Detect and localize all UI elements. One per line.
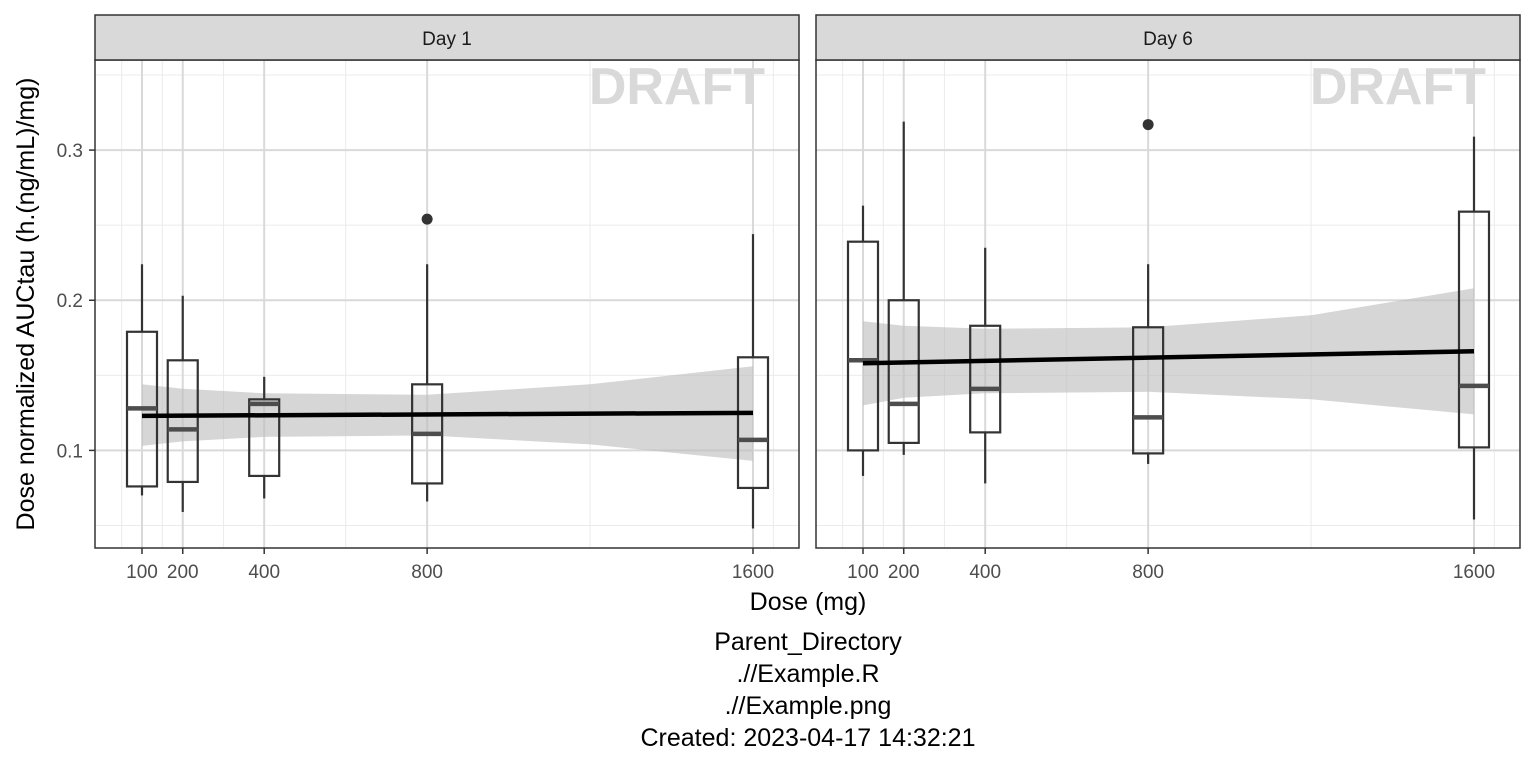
box-dose-1600 xyxy=(1457,136,1491,520)
x-tick-label: 200 xyxy=(167,562,199,583)
box-dose-200 xyxy=(166,295,199,512)
outlier-point xyxy=(421,213,433,225)
x-axis-title: Dose (mg) xyxy=(750,588,867,616)
box-dose-800 xyxy=(411,213,444,502)
box-dose-800 xyxy=(1132,119,1165,464)
facet-panel-1: DRAFT Day 1 xyxy=(94,14,800,549)
box-iqr xyxy=(248,398,281,478)
y-tick-label: 0.2 xyxy=(57,291,83,312)
box-iqr xyxy=(846,240,880,452)
box-iqr xyxy=(969,324,1002,434)
x-tick-label: 800 xyxy=(411,562,443,583)
strip-label: Day 6 xyxy=(1143,29,1193,50)
outlier-point xyxy=(1142,119,1154,131)
x-tick-label: 400 xyxy=(248,562,280,583)
x-tick-label: 200 xyxy=(888,562,920,583)
panels-layer: DRAFT Day 1 DRAFT Day 6 xyxy=(94,14,1521,549)
y-axis-title: Dose normalized AUCtau (h.(ng/mL)/mg) xyxy=(12,78,40,531)
box-iqr xyxy=(736,356,770,490)
box-dose-1600 xyxy=(736,234,770,529)
facet-panel-2: DRAFT Day 6 xyxy=(815,14,1521,549)
caption-block: Parent_Directory .//Example.R .//Example… xyxy=(641,628,976,752)
box-dose-100 xyxy=(125,264,159,496)
fit-line xyxy=(862,349,1475,366)
panel-background xyxy=(95,60,799,548)
x-tick-label: 400 xyxy=(969,562,1001,583)
box-iqr xyxy=(1132,326,1165,455)
y-tick-label: 0.3 xyxy=(57,141,83,162)
x-tick-label: 800 xyxy=(1132,562,1164,583)
box-dose-400 xyxy=(248,376,281,499)
x-tick-label: 1600 xyxy=(1453,562,1495,583)
confidence-band xyxy=(863,288,1474,415)
x-tick-label: 100 xyxy=(126,562,158,583)
strip-background xyxy=(94,14,800,61)
fit-line xyxy=(141,410,754,419)
box-dose-400 xyxy=(969,247,1002,484)
box-iqr xyxy=(166,359,199,484)
box-iqr xyxy=(887,299,920,444)
caption-line: .//Example.png xyxy=(725,692,892,720)
box-dose-200 xyxy=(887,121,920,455)
box-iqr xyxy=(1457,210,1491,449)
caption-line: Parent_Directory xyxy=(714,628,902,656)
axes-layer: 100 200 400 800 1600 0.1 0.2 0.3 100 200 400 800 160… xyxy=(57,141,1496,583)
caption-line: Created: 2023-04-17 14:32:21 xyxy=(641,724,976,752)
draft-watermark: DRAFT xyxy=(589,58,765,116)
strip-background xyxy=(815,14,1521,61)
x-tick-label: 1600 xyxy=(732,562,774,583)
y-tick-label: 0.1 xyxy=(57,441,83,462)
box-dose-100 xyxy=(846,205,880,476)
strip-label: Day 1 xyxy=(422,29,472,50)
draft-watermark: DRAFT xyxy=(1310,58,1486,116)
caption-line: .//Example.R xyxy=(736,660,879,688)
x-tick-label: 100 xyxy=(847,562,879,583)
